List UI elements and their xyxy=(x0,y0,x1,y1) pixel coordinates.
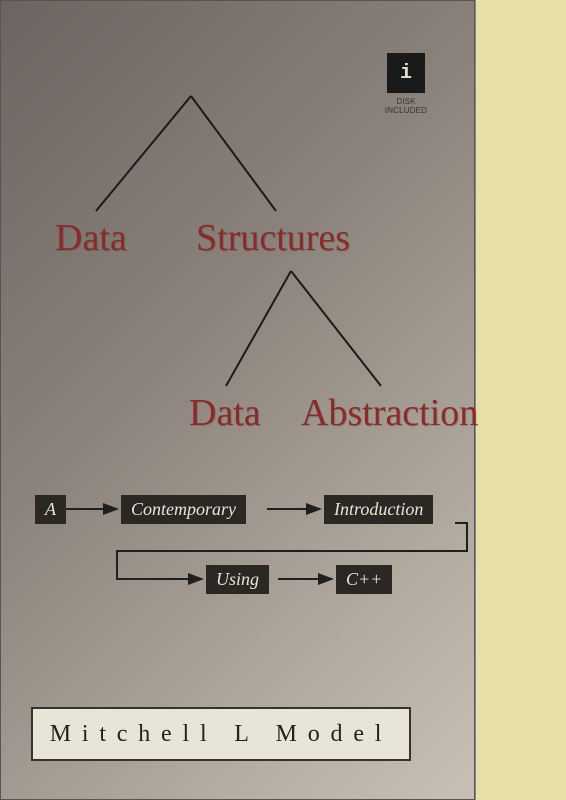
title-word-0: Data xyxy=(55,216,127,260)
subtitle-flowchart: A Contemporary Introduction Using C++ xyxy=(1,491,476,641)
title-word-2: Data xyxy=(189,391,261,435)
subtitle-box-3: Using xyxy=(206,565,269,594)
book-cover: i DISK INCLUDED DataStructuresDataAbstra… xyxy=(0,0,566,800)
spine-panel xyxy=(475,0,566,800)
main-panel: i DISK INCLUDED DataStructuresDataAbstra… xyxy=(0,0,475,800)
disk-icon: i xyxy=(387,53,425,93)
title-tree-diagram xyxy=(1,91,476,431)
title-word-3: Abstraction xyxy=(301,391,478,435)
subtitle-box-1: Contemporary xyxy=(121,495,246,524)
subtitle-box-4: C++ xyxy=(336,565,392,594)
title-word-1: Structures xyxy=(196,216,350,260)
author-name: Mitchell L Model xyxy=(31,707,411,761)
subtitle-box-0: A xyxy=(35,495,66,524)
subtitle-box-2: Introduction xyxy=(324,495,433,524)
